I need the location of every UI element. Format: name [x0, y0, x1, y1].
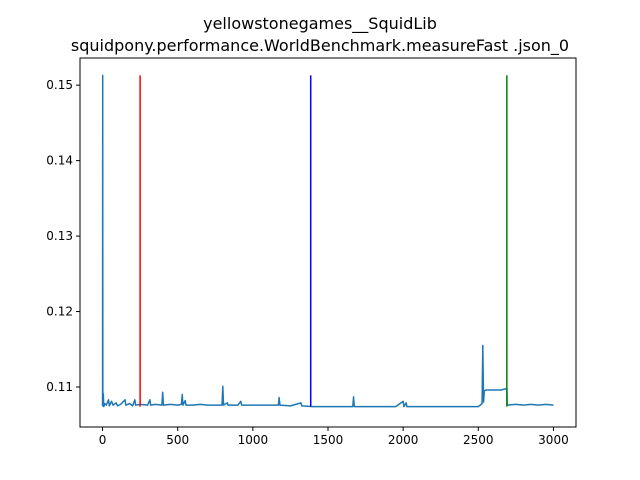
- x-tick-label: 2500: [463, 433, 494, 447]
- x-tick-label: 1000: [238, 433, 269, 447]
- x-tick-label: 1500: [313, 433, 344, 447]
- y-tick-label: 0.12: [46, 305, 73, 319]
- x-tick-label: 2000: [388, 433, 419, 447]
- plot-area: [101, 74, 554, 408]
- y-tick-label: 0.15: [46, 78, 73, 92]
- chart-title-line-2: squidpony.performance.WorldBenchmark.mea…: [70, 36, 570, 55]
- y-tick-label: 0.11: [46, 380, 73, 394]
- x-tick-label: 500: [166, 433, 189, 447]
- series-line-0: [101, 74, 554, 408]
- axes-frame: [79, 57, 577, 428]
- y-tick-label: 0.14: [46, 154, 73, 168]
- chart-title-line-1: yellowstonegames__SquidLib: [203, 14, 437, 33]
- y-axis: 0.11 0.12 0.13 0.14 0.15: [46, 78, 80, 394]
- x-axis: 0 500 1000 1500 2000 2500 3000: [99, 427, 569, 447]
- x-tick-label: 3000: [538, 433, 569, 447]
- y-tick-label: 0.13: [46, 229, 73, 243]
- x-tick-label: 0: [99, 433, 107, 447]
